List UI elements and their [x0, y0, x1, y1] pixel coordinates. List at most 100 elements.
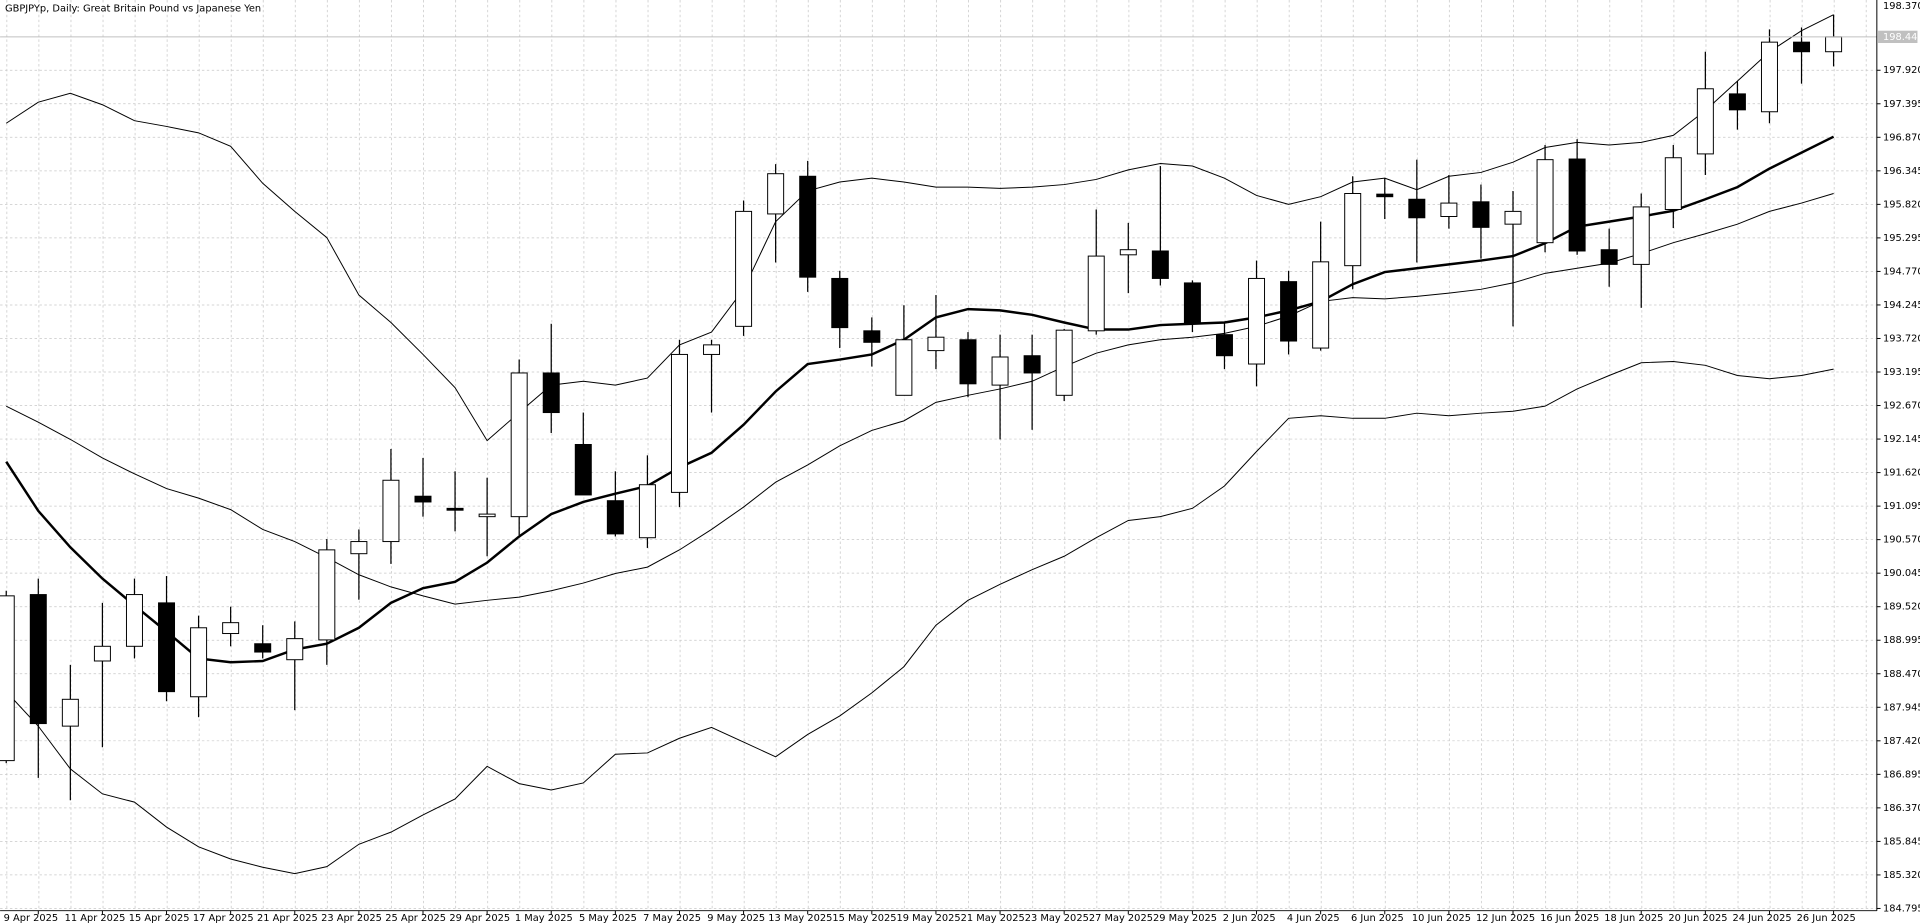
x-tick-label: 4 Jun 2025: [1287, 913, 1340, 923]
candle-body: [735, 210, 753, 327]
x-tick-label: 6 Jun 2025: [1351, 913, 1404, 923]
x-tick-label: 7 May 2025: [643, 913, 701, 923]
x-tick-label: 25 Apr 2025: [385, 913, 446, 923]
candle-body: [1825, 36, 1843, 53]
y-tick-label: 190.045: [1883, 568, 1920, 579]
candle-body: [1376, 193, 1394, 198]
x-tick-label: 29 Apr 2025: [449, 913, 510, 923]
candle-body: [478, 513, 496, 518]
candle-body: [125, 594, 143, 647]
x-tick-label: 29 May 2025: [1153, 913, 1217, 923]
x-tick-label: 26 Jun 2025: [1797, 913, 1856, 923]
y-tick-label: 184.795: [1883, 903, 1920, 914]
y-tick-label: 188.995: [1883, 635, 1920, 646]
y-tick-label: 193.195: [1883, 367, 1920, 378]
candle-body: [1312, 261, 1330, 349]
x-tick-label: 18 Jun 2025: [1604, 913, 1663, 923]
scale-top-label: 198.370: [1883, 1, 1920, 12]
candle-body: [190, 627, 208, 698]
candle-body: [1664, 157, 1682, 210]
candle-body: [1728, 93, 1746, 111]
x-tick-label: 9 May 2025: [707, 913, 765, 923]
candle-body: [350, 541, 368, 555]
candle-body: [1760, 41, 1778, 113]
candle-body: [0, 595, 15, 762]
x-tick-label: 24 Jun 2025: [1733, 913, 1792, 923]
x-tick-label: 12 Jun 2025: [1476, 913, 1535, 923]
y-tick-label: 188.470: [1883, 669, 1920, 680]
candle-body: [1568, 158, 1586, 252]
x-tick-label: 23 Apr 2025: [321, 913, 382, 923]
candle-body: [286, 638, 304, 661]
candle-body: [158, 602, 176, 693]
y-tick-label: 187.945: [1883, 702, 1920, 713]
x-tick-label: 19 May 2025: [897, 913, 961, 923]
x-tick-label: 23 May 2025: [1025, 913, 1089, 923]
candle-body: [61, 698, 79, 727]
x-tick-label: 15 May 2025: [832, 913, 896, 923]
x-tick-label: 15 Apr 2025: [129, 913, 190, 923]
candle-body: [1344, 193, 1362, 267]
candle-body: [222, 622, 240, 635]
y-tick-label: 186.895: [1883, 769, 1920, 780]
y-tick-label: 186.370: [1883, 803, 1920, 814]
last-price-box: [1878, 30, 1918, 44]
y-tick-label: 197.395: [1883, 99, 1920, 110]
candle-body: [1087, 255, 1105, 332]
y-tick-label: 191.095: [1883, 501, 1920, 512]
x-tick-label: 2 Jun 2025: [1223, 913, 1276, 923]
y-tick-label: 191.620: [1883, 468, 1920, 479]
x-tick-label: 1 May 2025: [515, 913, 573, 923]
chart-title: GBPJPYp, Daily: Great Britain Pound vs J…: [5, 4, 261, 15]
candle-body: [799, 175, 817, 278]
y-tick-label: 190.570: [1883, 535, 1920, 546]
x-tick-label: 27 May 2025: [1089, 913, 1153, 923]
candle-body: [254, 643, 272, 653]
candle-body: [767, 173, 785, 215]
x-tick-label: 9 Apr 2025: [4, 913, 59, 923]
indicator-line: [5, 14, 1834, 442]
candle-body: [638, 484, 656, 539]
y-tick-label: 196.345: [1883, 166, 1920, 177]
x-tick-label: 20 Jun 2025: [1668, 913, 1727, 923]
indicator-line: [5, 360, 1834, 875]
candle-body: [446, 507, 464, 511]
x-tick-label: 11 Apr 2025: [65, 913, 126, 923]
vertical-grid: [0, 0, 1877, 911]
candle-body: [670, 353, 688, 493]
candle-body: [991, 356, 1009, 386]
indicator-line: [5, 135, 1835, 664]
y-tick-label: 185.320: [1883, 870, 1920, 881]
y-tick-label: 189.520: [1883, 602, 1920, 613]
candle-body: [542, 372, 560, 414]
y-tick-label: 192.145: [1883, 434, 1920, 445]
candle-body: [1793, 41, 1811, 53]
candle-body: [318, 549, 336, 641]
candle-body: [1151, 250, 1169, 279]
y-tick-label: 195.295: [1883, 233, 1920, 244]
candle-body: [959, 339, 977, 385]
candle-body: [1504, 210, 1522, 225]
candle-body: [1280, 281, 1298, 342]
last-price-label: 198.443: [1883, 32, 1920, 43]
y-tick-label: 197.920: [1883, 65, 1920, 76]
candle-body: [927, 336, 945, 352]
candle-body: [1248, 277, 1266, 365]
candle-body: [1536, 159, 1554, 244]
candle-body: [1183, 282, 1201, 325]
candle-body: [703, 344, 721, 355]
y-tick-label: 187.420: [1883, 736, 1920, 747]
candle-body: [1600, 249, 1618, 265]
candle-body: [1472, 201, 1490, 228]
candle-body: [1408, 198, 1426, 219]
candle-body: [414, 495, 432, 503]
x-tick-label: 17 Apr 2025: [193, 913, 254, 923]
y-tick-label: 195.820: [1883, 199, 1920, 210]
candle-body: [382, 479, 400, 543]
x-tick-label: 16 Jun 2025: [1540, 913, 1599, 923]
x-tick-label: 10 Jun 2025: [1412, 913, 1471, 923]
candle-body: [1440, 202, 1458, 217]
y-tick-label: 193.720: [1883, 333, 1920, 344]
